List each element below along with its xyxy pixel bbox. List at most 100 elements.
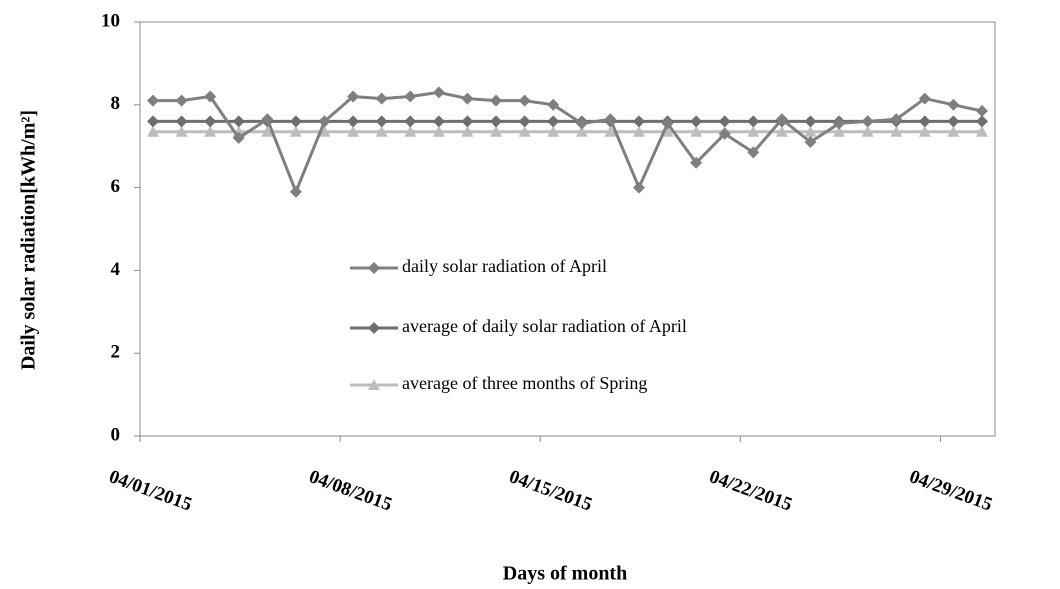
data-point <box>347 125 360 137</box>
legend-label: average of daily solar radiation of Apri… <box>402 316 687 336</box>
data-point <box>861 115 874 128</box>
data-point <box>690 156 703 169</box>
y-tick-label: 6 <box>111 176 121 197</box>
data-point <box>890 113 903 126</box>
data-point <box>775 113 788 126</box>
data-point <box>204 125 217 137</box>
data-point <box>147 125 159 137</box>
data-point <box>861 125 874 137</box>
data-point <box>804 125 817 137</box>
data-point <box>175 125 188 137</box>
data-point <box>690 125 703 137</box>
data-point <box>575 117 588 130</box>
data-point <box>747 146 760 159</box>
legend-label: daily solar radiation of April <box>402 256 607 276</box>
data-point <box>718 127 731 140</box>
data-point <box>318 115 331 128</box>
data-point <box>147 115 159 128</box>
data-point <box>461 115 474 128</box>
y-tick-label: 4 <box>111 259 121 280</box>
data-point <box>518 115 531 128</box>
data-point <box>175 94 188 107</box>
data-point <box>547 98 560 111</box>
x-tick-label: 04/08/2015 <box>306 466 395 515</box>
data-point <box>604 113 617 126</box>
data-point <box>404 115 417 128</box>
data-point <box>432 86 445 99</box>
data-point <box>833 125 846 137</box>
data-point <box>632 125 645 137</box>
data-point <box>661 117 674 130</box>
x-axis-title: Days of month <box>503 563 627 585</box>
data-point <box>718 115 731 128</box>
data-point <box>604 125 617 137</box>
data-point <box>804 115 817 128</box>
data-point <box>890 125 903 137</box>
data-point <box>289 115 302 128</box>
data-point <box>289 185 302 198</box>
data-point <box>375 125 388 137</box>
data-point <box>461 92 474 105</box>
data-point <box>404 125 417 137</box>
data-point <box>661 125 674 137</box>
data-point <box>432 125 445 137</box>
legend-marker <box>368 379 380 390</box>
plot-frame <box>139 21 996 437</box>
data-point <box>375 92 388 105</box>
y-tick-label: 10 <box>101 10 120 31</box>
data-point <box>518 125 531 137</box>
data-point <box>547 125 560 137</box>
data-point <box>232 115 245 128</box>
data-point <box>775 125 788 137</box>
data-point <box>547 115 560 128</box>
data-point <box>747 125 760 137</box>
data-point <box>347 115 360 128</box>
data-point <box>632 181 645 194</box>
data-point <box>918 125 931 137</box>
data-point <box>575 125 588 137</box>
data-point <box>490 125 503 137</box>
data-point <box>632 115 645 128</box>
y-tick-label: 0 <box>111 424 121 445</box>
data-point <box>347 90 360 103</box>
data-point <box>432 115 445 128</box>
data-point <box>204 115 217 128</box>
data-point <box>289 125 302 137</box>
data-point <box>204 90 217 103</box>
x-tick-label: 04/01/2015 <box>106 466 195 515</box>
y-axis-title: Daily solar radiation[kWh/m²] <box>18 110 40 370</box>
data-point <box>518 94 531 107</box>
y-tick-label: 2 <box>111 342 121 363</box>
data-point <box>690 115 703 128</box>
data-point <box>918 92 931 105</box>
legend-marker <box>368 322 380 334</box>
data-point <box>147 94 159 107</box>
series-line <box>153 90 983 196</box>
data-point <box>976 105 988 118</box>
data-point <box>833 117 846 130</box>
y-tick-label: 8 <box>111 93 121 114</box>
data-point <box>261 113 274 126</box>
data-point <box>175 115 188 128</box>
data-point <box>404 90 417 103</box>
data-point <box>947 98 960 111</box>
legend-marker <box>368 262 380 274</box>
data-point <box>490 94 503 107</box>
x-tick-label: 04/15/2015 <box>506 466 595 515</box>
data-point <box>232 131 245 144</box>
data-point <box>976 115 988 128</box>
data-point <box>375 115 388 128</box>
data-point <box>947 115 960 128</box>
data-point <box>918 115 931 128</box>
data-point <box>947 125 960 137</box>
data-point <box>976 125 988 137</box>
x-tick-label: 04/29/2015 <box>907 466 996 515</box>
data-point <box>461 125 474 137</box>
data-point <box>747 115 760 128</box>
x-tick-label: 04/22/2015 <box>706 466 795 515</box>
data-point <box>490 115 503 128</box>
data-point <box>804 136 817 149</box>
data-point <box>261 125 274 137</box>
legend-label: average of three months of Spring <box>402 373 647 393</box>
